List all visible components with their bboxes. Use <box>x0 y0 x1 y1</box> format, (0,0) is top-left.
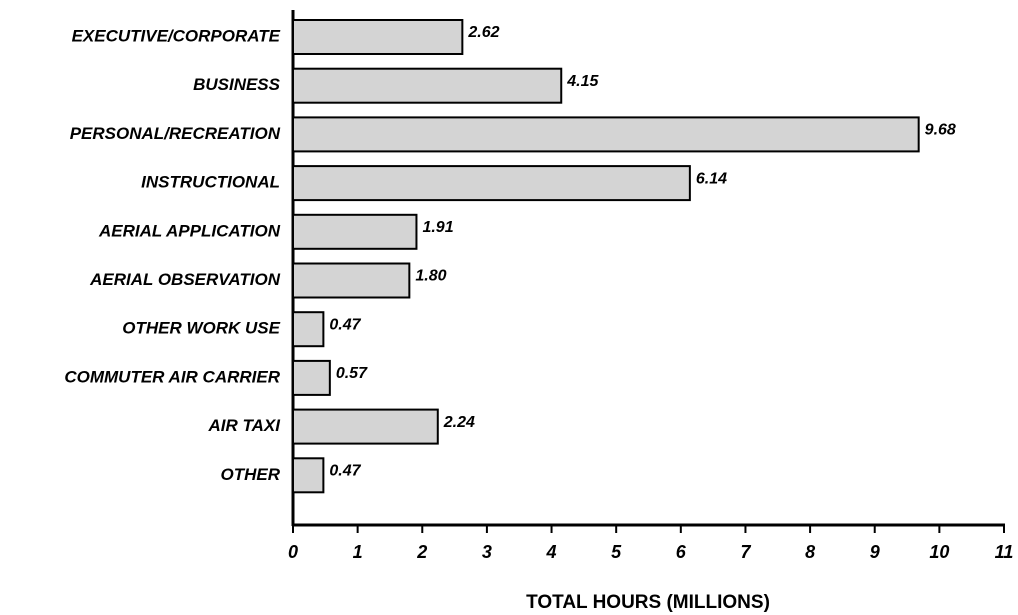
bar <box>292 408 439 445</box>
bar <box>292 67 563 104</box>
value-label: 1.80 <box>415 268 446 285</box>
x-tick-label: 4 <box>546 542 557 562</box>
y-tick-label: OTHER <box>221 465 281 484</box>
y-tick-label: PERSONAL/RECREATION <box>70 124 281 143</box>
y-tick-label: OTHER WORK USE <box>122 319 280 338</box>
bar <box>292 116 920 153</box>
y-tick-label: COMMUTER AIR CARRIER <box>64 367 280 386</box>
bar <box>292 457 325 494</box>
bar <box>292 213 418 250</box>
x-tick-label: 0 <box>288 542 298 562</box>
x-tick-label: 8 <box>805 542 815 562</box>
value-label: 9.68 <box>925 122 956 139</box>
y-tick-label: AERIAL OBSERVATION <box>89 270 281 289</box>
bar <box>292 359 331 396</box>
value-label: 0.47 <box>329 316 361 333</box>
bar <box>292 311 325 348</box>
x-tick-label: 2 <box>416 542 427 562</box>
x-tick-label: 1 <box>353 542 363 562</box>
x-tick-label: 9 <box>870 542 880 562</box>
x-tick-label: 6 <box>676 542 687 562</box>
y-tick-label: INSTRUCTIONAL <box>141 173 280 192</box>
x-tick-label: 7 <box>740 542 751 562</box>
value-label: 2.24 <box>443 414 475 431</box>
y-tick-label: BUSINESS <box>193 75 281 94</box>
value-label: 6.14 <box>696 170 727 187</box>
bar <box>292 19 464 55</box>
bar <box>292 165 691 202</box>
value-label: 4.15 <box>566 73 599 90</box>
y-tick-label: AERIAL APPLICATION <box>98 221 281 240</box>
x-tick-label: 3 <box>482 542 492 562</box>
x-tick-label: 11 <box>995 542 1014 562</box>
x-tick-label: 10 <box>929 542 949 562</box>
bar <box>292 262 411 299</box>
y-tick-label: EXECUTIVE/CORPORATE <box>72 26 281 45</box>
x-axis-title: TOTAL HOURS (MILLIONS) <box>526 592 770 613</box>
value-label: 1.91 <box>422 219 453 236</box>
value-label: 2.62 <box>467 24 499 41</box>
value-label: 0.47 <box>329 463 361 480</box>
value-label: 0.57 <box>336 365 368 382</box>
x-tick-label: 5 <box>611 542 622 562</box>
y-tick-label: AIR TAXI <box>208 416 282 435</box>
